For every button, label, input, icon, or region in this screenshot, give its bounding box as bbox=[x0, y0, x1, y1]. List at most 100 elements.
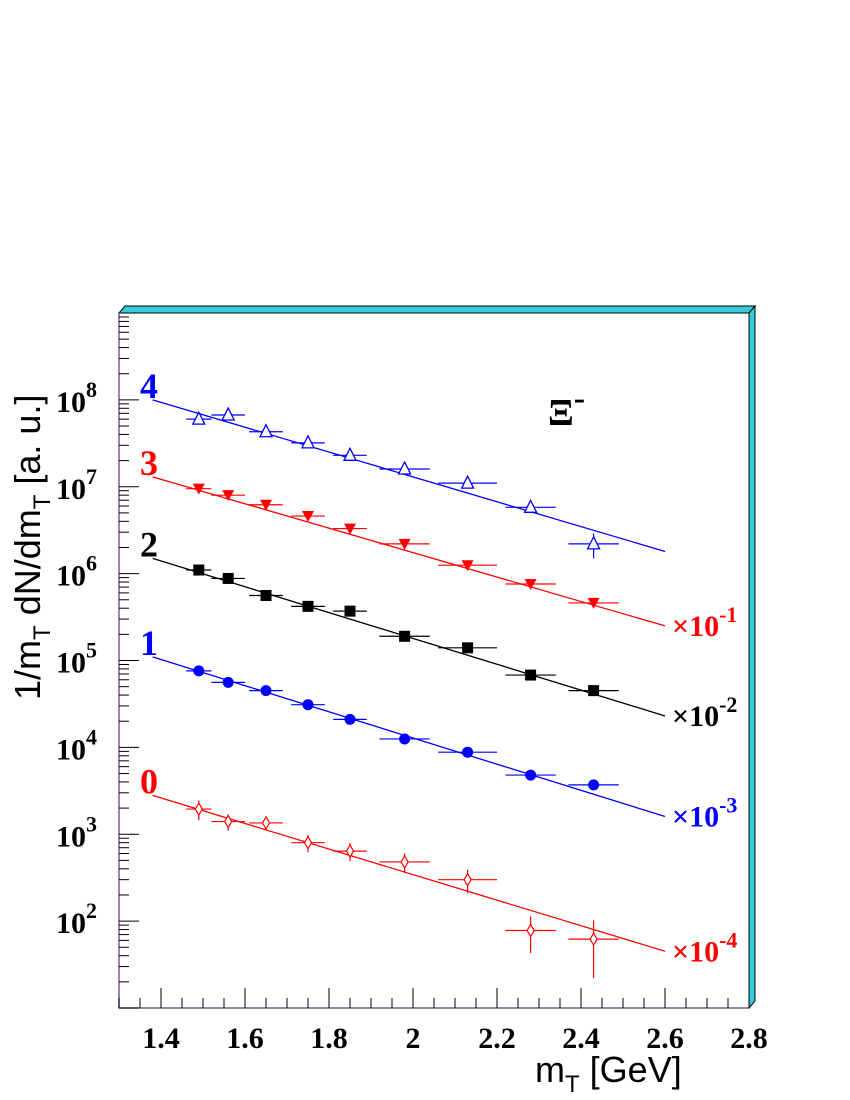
y-tick-label: 103 bbox=[56, 811, 97, 853]
data-point-3 bbox=[333, 523, 367, 535]
data-point-1 bbox=[333, 713, 367, 725]
frame-right-edge bbox=[748, 304, 756, 1010]
data-point-3 bbox=[186, 483, 212, 495]
data-point-3 bbox=[568, 597, 619, 609]
data-point-0 bbox=[211, 814, 245, 831]
data-point-2 bbox=[505, 669, 556, 681]
y-tick-label: 107 bbox=[56, 464, 97, 506]
triangle-marker bbox=[221, 406, 236, 421]
circle-marker bbox=[588, 779, 600, 791]
y-tick-label: 106 bbox=[56, 551, 97, 593]
data-point-0 bbox=[438, 869, 497, 894]
diamond-marker bbox=[194, 801, 203, 817]
circle-marker bbox=[525, 769, 537, 781]
x-tick-label: 1.8 bbox=[310, 1022, 348, 1055]
data-point-4 bbox=[568, 533, 619, 559]
data-point-3 bbox=[438, 560, 497, 572]
square-marker bbox=[344, 605, 356, 617]
triangle-marker bbox=[342, 446, 358, 461]
x-tick-label: 2.8 bbox=[730, 1022, 768, 1055]
x-tick-label: 2.4 bbox=[562, 1022, 600, 1055]
series-index-label: 3 bbox=[140, 443, 158, 483]
square-marker bbox=[222, 572, 234, 584]
fit-line-4 bbox=[152, 399, 666, 553]
data-point-0 bbox=[249, 815, 283, 831]
data-point-2 bbox=[249, 590, 283, 602]
data-point-4 bbox=[291, 434, 325, 449]
triangle-marker bbox=[222, 490, 235, 502]
triangle-marker bbox=[398, 538, 411, 550]
series-index-label: 1 bbox=[140, 623, 158, 663]
diamond-marker bbox=[463, 872, 472, 887]
fit-line-3 bbox=[152, 476, 666, 627]
circle-marker bbox=[462, 746, 474, 758]
diamond-marker bbox=[303, 835, 313, 850]
series-index-label: 2 bbox=[140, 524, 158, 564]
data-point-3 bbox=[249, 499, 283, 511]
data-point-4 bbox=[211, 406, 245, 421]
data-point-2 bbox=[211, 572, 245, 584]
scale-factor-label: ×10-2 bbox=[672, 692, 737, 733]
data-point-4 bbox=[186, 410, 212, 425]
data-point-3 bbox=[211, 490, 245, 502]
data-point-4 bbox=[379, 460, 430, 475]
axes: 1.4 1.6 1.8 2 2.2 2.4 2.6 2.8 102 103 1 0 4 105 106 107… bbox=[56, 316, 768, 1055]
data-point-0 bbox=[333, 843, 367, 862]
triangle-marker bbox=[302, 511, 314, 523]
diamond-marker bbox=[400, 854, 409, 870]
data-point-1 bbox=[438, 746, 497, 758]
x-tick-label: 2.2 bbox=[478, 1022, 516, 1055]
scale-factor-label: ×10-4 bbox=[672, 927, 737, 968]
triangle-marker bbox=[523, 498, 538, 513]
square-marker bbox=[399, 630, 411, 642]
data-point-1 bbox=[568, 779, 619, 791]
x-tick-label: 2 bbox=[406, 1022, 421, 1055]
triangle-marker bbox=[260, 499, 272, 511]
data-point-0 bbox=[568, 920, 619, 979]
data-point-3 bbox=[505, 578, 556, 590]
triangle-marker bbox=[524, 578, 537, 590]
data-point-3 bbox=[379, 538, 430, 550]
data-point-1 bbox=[186, 665, 212, 677]
series-index-label: 4 bbox=[140, 366, 158, 406]
data-point-2 bbox=[568, 685, 619, 697]
triangle-marker bbox=[191, 410, 206, 425]
data-point-4 bbox=[438, 474, 497, 489]
data-point-4 bbox=[505, 498, 556, 513]
circle-marker bbox=[222, 676, 234, 688]
data-point-2 bbox=[379, 630, 430, 642]
data-point-4 bbox=[249, 423, 283, 438]
data-point-0 bbox=[291, 835, 325, 853]
series-index-label: 0 bbox=[140, 761, 158, 801]
data-point-0 bbox=[186, 800, 212, 821]
square-marker bbox=[260, 590, 272, 602]
triangle-marker bbox=[587, 597, 600, 609]
data-point-2 bbox=[291, 600, 325, 612]
data-point-1 bbox=[249, 685, 283, 697]
fit-lines bbox=[152, 399, 666, 952]
square-marker bbox=[462, 642, 474, 654]
x-tick-label: 2.6 bbox=[646, 1022, 684, 1055]
data-point-2 bbox=[333, 605, 367, 617]
data-point-3 bbox=[291, 511, 325, 523]
data-point-1 bbox=[505, 769, 556, 781]
square-marker bbox=[302, 600, 314, 612]
data-point-1 bbox=[211, 676, 245, 688]
data-point-0 bbox=[379, 853, 430, 873]
data-point-0 bbox=[505, 916, 556, 953]
diamond-marker bbox=[526, 923, 535, 938]
frame-top-edge bbox=[117, 305, 757, 314]
x-tick-label: 1.6 bbox=[226, 1022, 264, 1055]
square-marker bbox=[193, 564, 205, 576]
triangle-marker bbox=[258, 423, 274, 438]
x-tick-label: 1.4 bbox=[142, 1022, 180, 1055]
y-tick-label: 105 bbox=[56, 638, 97, 680]
data-point-2 bbox=[438, 642, 497, 654]
y-tick-label: 102 bbox=[56, 898, 97, 940]
diamond-marker bbox=[261, 815, 271, 831]
series-labels: 4 3 ×10-1 2 ×10-2 1 ×10-3 0 ×10-4 bbox=[140, 366, 737, 968]
particle-label: Ξ- bbox=[548, 380, 585, 434]
scale-factor-label: ×10-1 bbox=[672, 602, 737, 643]
y-axis-title: 1/mT dN/dmT [a. u.] bbox=[7, 395, 56, 700]
